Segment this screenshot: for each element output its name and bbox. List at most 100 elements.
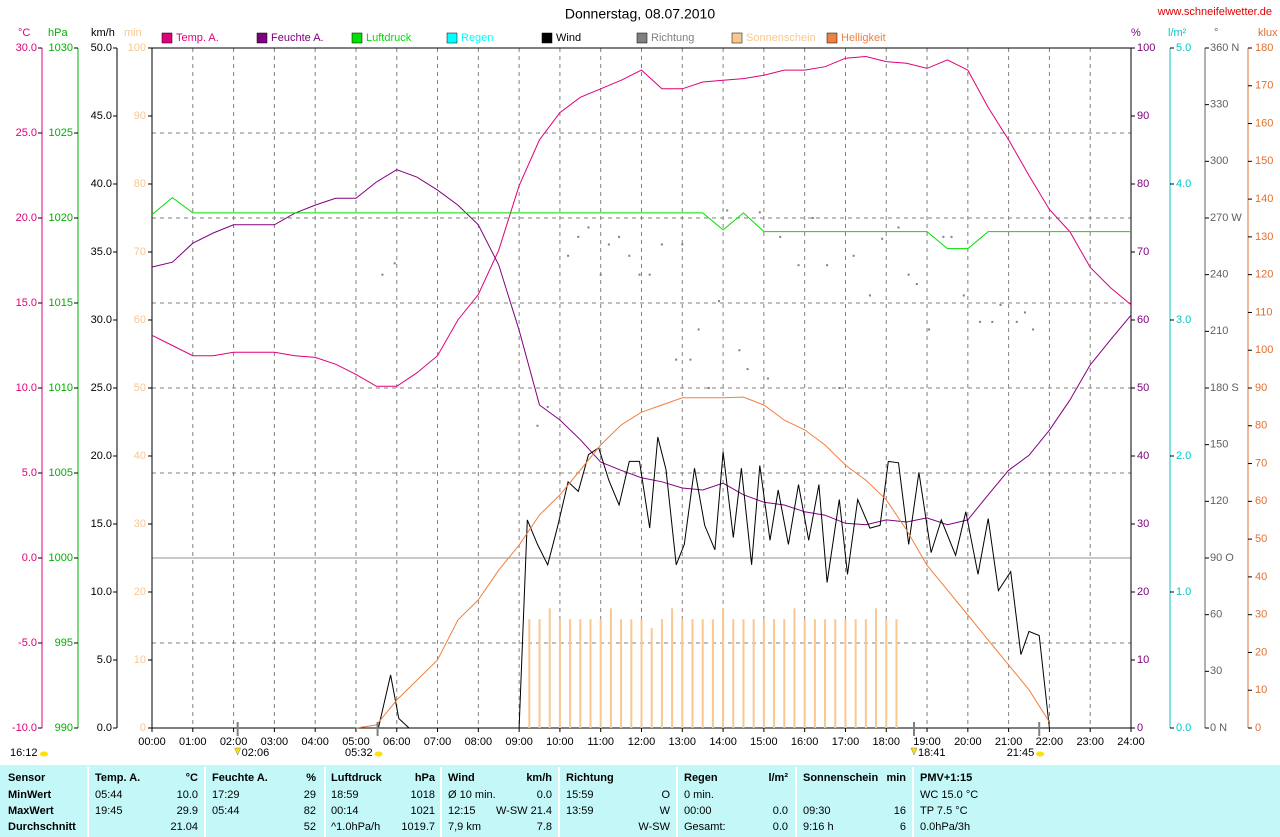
marker-label: 05:32 [345,747,373,759]
direction-dot [999,303,1002,306]
x-tick-label: 16:00 [791,736,819,748]
y-tick-label: 150 [1255,155,1273,167]
sunshine-bar [640,619,643,728]
sunshine-bar [671,608,674,728]
x-tick-label: 09:00 [505,736,533,748]
direction-dot [915,283,918,286]
y-tick-label: 30 [1137,518,1149,530]
group-name: PMV+1:15 [920,772,972,784]
x-tick-label: 18:00 [872,736,900,748]
y-tick-label: 60 [1255,495,1267,507]
cell: 16 [894,805,906,817]
cell: W [660,805,671,817]
cell: 7,9 km [448,821,481,833]
direction-dot [811,217,814,219]
legend-label: Wind [556,32,581,44]
row-label: MaxWert [8,805,54,817]
legend-label: Sonnenschein [746,32,816,44]
sunshine-bar [589,619,592,728]
y-tick-label: 20.0 [16,212,37,224]
sunshine-bar [599,619,602,728]
sunshine-bar [722,608,725,728]
group-unit: °C [186,772,198,784]
cell: 00:14 [331,805,359,817]
direction-dot [991,320,994,323]
direction-dot [907,273,910,276]
sunshine-bar [742,619,745,728]
direction-dot [826,264,829,267]
cell: WC 15.0 °C [920,789,978,801]
sunshine-bar [630,619,633,728]
y-tick-label: 10 [134,654,146,666]
cell: 10.0 [177,789,198,801]
direction-dot [546,405,549,408]
y-tick-label: 1030 [49,42,73,54]
x-tick-label: 08:00 [465,736,493,748]
legend-label: Regen [461,32,493,44]
y-tick-label: 50 [134,382,146,394]
y-tick-label: 0.0 [1176,722,1191,734]
y-tick-label: 0.0 [97,722,112,734]
x-tick-label: 12:00 [628,736,656,748]
sunshine-bar [691,619,694,728]
marker-label: 21:45 [1007,747,1035,759]
group-unit: hPa [415,772,436,784]
direction-dot [726,209,729,212]
x-tick-label: 10:00 [546,736,574,748]
cell: 52 [304,821,316,833]
y-tick-label: 20.0 [91,450,112,462]
sunshine-bar [650,628,653,728]
direction-dot [689,358,692,361]
y-tick-label: 100 [1255,344,1273,356]
legend-label: Richtung [651,32,694,44]
y-tick-label: 5.0 [22,467,37,479]
y-tick-label: 20 [134,586,146,598]
sunshine-bar [773,619,776,728]
sunshine-bar [732,619,735,728]
direction-dot [675,358,678,361]
x-tick-label: 23:00 [1076,736,1104,748]
y-tick-label: 25.0 [91,382,112,394]
direction-dot [567,254,570,257]
sunshine-bar [783,619,786,728]
direction-dot [766,377,769,380]
sunshine-bar [620,619,623,728]
direction-dot [577,235,580,238]
group-name: Luftdruck [331,772,383,784]
cell: Ø 10 min. [448,789,496,801]
axis-unit: l/m² [1168,27,1187,39]
cell: 21.04 [170,821,198,833]
moon-marker [910,747,918,756]
y-tick-label: 50.0 [91,42,112,54]
axis-unit: hPa [48,27,68,39]
y-tick-label: 140 [1255,193,1273,205]
direction-dot [897,226,900,229]
axis-unit: ° [1214,27,1218,39]
direction-dot [381,273,384,276]
cell: 0.0 [773,821,788,833]
direction-dot [628,254,631,257]
direction-dot [599,273,602,276]
direction-dot [607,243,610,246]
x-tick-label: 11:00 [587,736,614,748]
x-tick-label: 19:00 [913,736,941,748]
x-tick-label: 04:00 [301,736,329,748]
sunshine-bar [803,619,806,728]
sunshine-bar [834,619,837,728]
direction-dot [838,387,841,389]
y-tick-label: 40 [134,450,146,462]
moon-marker [234,747,242,756]
y-tick-label: 5.0 [97,654,112,666]
y-tick-label: 40 [1137,450,1149,462]
sunshine-bar [660,619,663,728]
legend-swatch [446,32,458,44]
sunshine-bar [701,619,704,728]
y-tick-label: 80 [1255,420,1267,432]
y-tick-label: 90 [1137,110,1149,122]
y-tick-label: 90 [1255,382,1267,394]
sun-marker [374,751,383,757]
cell: 29.9 [177,805,198,817]
y-tick-label: 45.0 [91,110,112,122]
y-tick-label: 30.0 [16,42,37,54]
direction-dot [681,243,684,246]
